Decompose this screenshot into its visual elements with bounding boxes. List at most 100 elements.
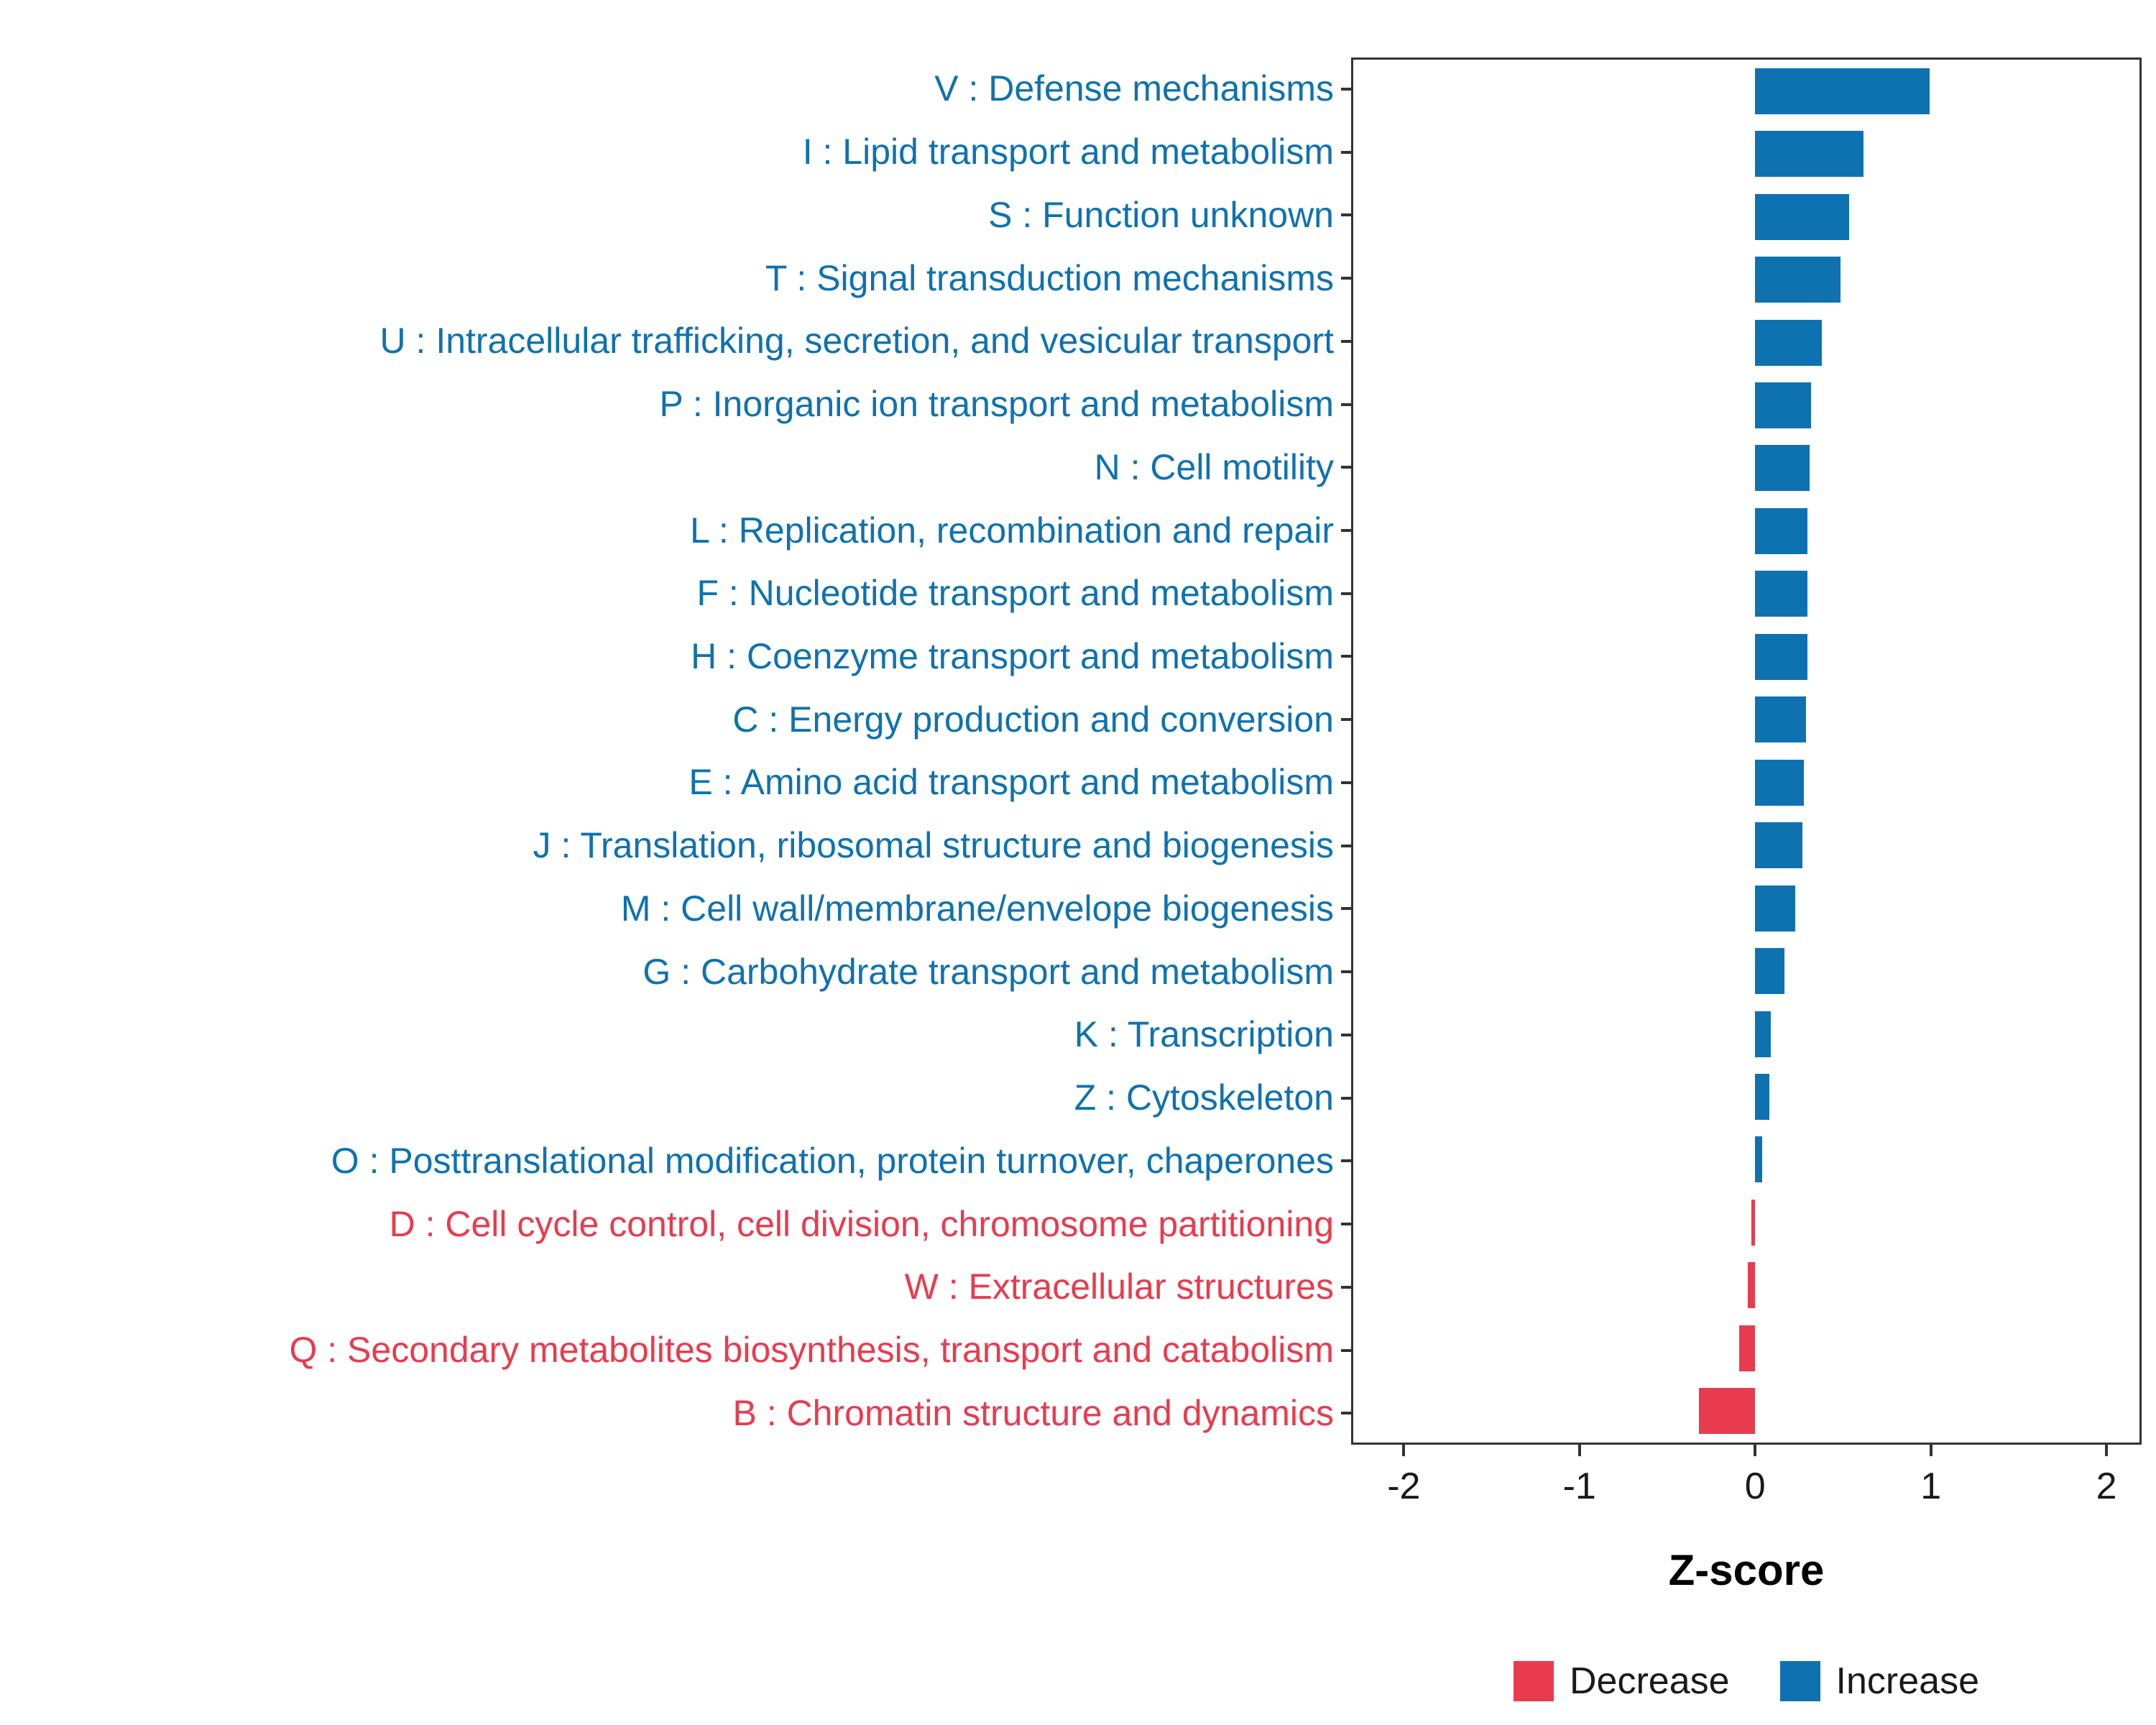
category-row: V : Defense mechanisms (0, 58, 1351, 121)
bar-row (1353, 625, 2139, 688)
bar-increase (1755, 822, 1802, 869)
bar-increase (1755, 382, 1811, 428)
x-axis-tick-mark (1402, 1445, 1406, 1456)
category-row: G : Carbohydrate transport and metabolis… (0, 940, 1351, 1003)
bar-row (1353, 939, 2139, 1002)
category-label: N : Cell motility (1094, 446, 1334, 487)
y-axis-tick-mark (1341, 1159, 1351, 1163)
bar-increase (1755, 131, 1864, 178)
legend-swatch-increase (1779, 1661, 1820, 1701)
y-axis-tick-mark (1341, 87, 1351, 91)
bar-row (1353, 374, 2139, 436)
bar-increase (1755, 319, 1822, 366)
legend-label: Increase (1835, 1660, 1979, 1702)
category-label: C : Energy production and conversion (732, 699, 1334, 740)
category-row: P : Inorganic ion transport and metaboli… (0, 373, 1351, 436)
bar-row (1353, 1380, 2139, 1443)
category-label: H : Coenzyme transport and metabolism (691, 635, 1334, 676)
y-axis-tick-mark (1341, 1348, 1351, 1352)
category-row: O : Posttranslational modification, prot… (0, 1129, 1351, 1192)
category-label: I : Lipid transport and metabolism (802, 132, 1334, 172)
category-label: D : Cell cycle control, cell division, c… (389, 1203, 1334, 1244)
bar-row (1353, 814, 2139, 876)
bar-row (1353, 1254, 2139, 1317)
x-axis-tick-mark (2105, 1445, 2109, 1456)
y-axis-tick-mark (1341, 592, 1351, 595)
y-axis-tick-mark (1341, 213, 1351, 217)
legend-entry-decrease: Decrease (1513, 1660, 1730, 1703)
y-axis-tick-mark (1341, 402, 1351, 406)
legend-row: Decrease Increase (0, 1660, 2156, 1703)
category-label: T : Signal transduction mechanisms (765, 257, 1334, 298)
category-row: B : Chromatin structure and dynamics (0, 1381, 1351, 1445)
y-axis-tick-mark (1341, 718, 1351, 722)
plot-grid: V : Defense mechanisms I : Lipid transpor… (0, 58, 2156, 1445)
category-label: B : Chromatin structure and dynamics (732, 1392, 1334, 1433)
y-axis-tick-mark (1341, 466, 1351, 469)
bar-increase (1755, 571, 1808, 617)
legend: Decrease Increase (1351, 1660, 2142, 1703)
bar-increase (1755, 759, 1805, 806)
x-axis-tick-label: -2 (1387, 1466, 1421, 1507)
bar-row (1353, 185, 2139, 248)
x-axis-tick-mark (1929, 1445, 1932, 1456)
bar-increase (1755, 257, 1841, 303)
bar-row (1353, 311, 2139, 374)
category-row: W : Extracellular structures (0, 1256, 1351, 1319)
legend-spacer (0, 1660, 1351, 1703)
category-row: E : Amino acid transport and metabolism (0, 751, 1351, 814)
bar-increase (1755, 633, 1808, 680)
plot-panel (1351, 58, 2142, 1445)
x-axis-tick-mark (1754, 1445, 1757, 1456)
bar-row (1353, 689, 2139, 751)
bar-decrease (1699, 1388, 1756, 1435)
bar-row (1353, 1128, 2139, 1191)
y-axis-category-labels: V : Defense mechanisms I : Lipid transpor… (0, 58, 1351, 1445)
category-label: V : Defense mechanisms (934, 68, 1334, 109)
category-row: L : Replication, recombination and repai… (0, 499, 1351, 562)
category-label: W : Extracellular structures (904, 1266, 1334, 1307)
category-row: H : Coenzyme transport and metabolism (0, 625, 1351, 689)
category-row: Q : Secondary metabolites biosynthesis, … (0, 1319, 1351, 1382)
bar-row (1353, 122, 2139, 185)
bar-increase (1755, 885, 1796, 932)
y-axis-tick-mark (1341, 150, 1351, 154)
legend-swatch-decrease (1513, 1661, 1554, 1701)
x-axis-tick-label: 1 (1920, 1466, 1942, 1507)
x-axis-title: Z-score (1668, 1546, 1825, 1594)
x-axis-tick-label: 2 (2096, 1466, 2117, 1507)
bar-increase (1755, 1011, 1772, 1057)
bar-increase (1755, 445, 1810, 492)
bar-row (1353, 437, 2139, 500)
bar-row (1353, 500, 2139, 562)
y-axis-tick-mark (1341, 970, 1351, 974)
x-axis-tick-label: -1 (1562, 1466, 1596, 1507)
category-row: K : Transcription (0, 1003, 1351, 1067)
category-label: J : Translation, ribosomal structure and… (533, 825, 1334, 866)
category-label: P : Inorganic ion transport and metaboli… (659, 384, 1334, 425)
bar-row (1353, 563, 2139, 625)
bar-row (1353, 751, 2139, 814)
category-row: M : Cell wall/membrane/envelope biogenes… (0, 878, 1351, 941)
bar-row (1353, 60, 2139, 122)
bar-decrease (1739, 1325, 1756, 1371)
category-row: Z : Cytoskeleton (0, 1067, 1351, 1130)
x-axis-title-row: Z-score (0, 1545, 2156, 1595)
bar-row (1353, 1191, 2139, 1254)
bar-increase (1755, 948, 1785, 995)
x-axis-ticks: -2 -1 0 1 2 (1351, 1445, 2142, 1545)
bar-row (1353, 877, 2139, 939)
category-row: I : Lipid transport and metabolism (0, 121, 1351, 184)
category-row: S : Function unknown (0, 183, 1351, 247)
y-axis-tick-mark (1341, 1033, 1351, 1036)
y-axis-tick-mark (1341, 781, 1351, 784)
category-label: O : Posttranslational modification, prot… (331, 1140, 1334, 1181)
x-axis-tick-mark (1577, 1445, 1581, 1456)
bar-increase (1755, 1136, 1762, 1183)
category-row: C : Energy production and conversion (0, 688, 1351, 751)
y-axis-tick-mark (1341, 277, 1351, 280)
y-axis-tick-mark (1341, 907, 1351, 911)
bar-decrease (1748, 1262, 1756, 1309)
bar-increase (1755, 696, 1806, 743)
bar-increase (1755, 193, 1850, 240)
